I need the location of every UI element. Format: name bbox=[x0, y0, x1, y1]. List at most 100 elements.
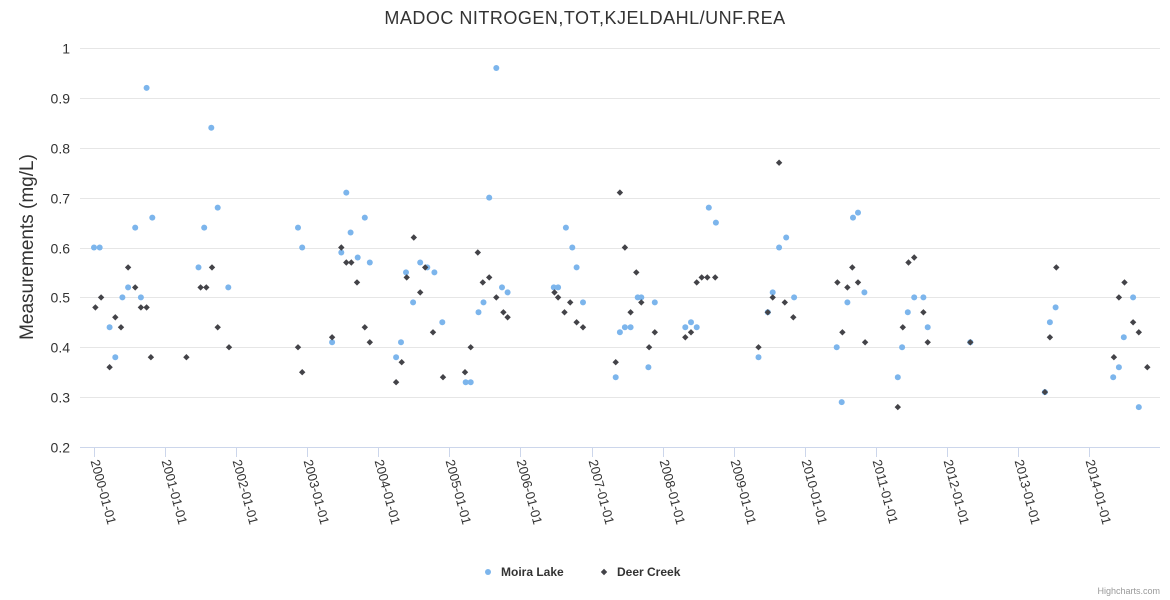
data-point[interactable] bbox=[791, 294, 798, 301]
data-point[interactable] bbox=[854, 279, 862, 286]
data-point[interactable] bbox=[687, 329, 695, 336]
data-point[interactable] bbox=[197, 284, 204, 291]
data-point[interactable] bbox=[1041, 388, 1049, 396]
data-point[interactable] bbox=[712, 274, 719, 281]
data-point[interactable] bbox=[461, 369, 469, 376]
data-point[interactable] bbox=[790, 314, 797, 321]
data-point[interactable] bbox=[920, 294, 927, 301]
data-point[interactable] bbox=[924, 324, 931, 331]
data-point[interactable] bbox=[143, 304, 150, 311]
data-point[interactable] bbox=[616, 189, 624, 196]
data-point[interactable] bbox=[439, 374, 447, 381]
data-point[interactable] bbox=[117, 324, 125, 331]
data-point[interactable] bbox=[775, 159, 783, 166]
data-point[interactable] bbox=[119, 294, 126, 301]
data-point[interactable] bbox=[410, 299, 417, 306]
data-point[interactable] bbox=[106, 324, 113, 331]
data-point[interactable] bbox=[562, 224, 569, 231]
data-point[interactable] bbox=[838, 399, 845, 406]
data-point[interactable] bbox=[833, 344, 840, 351]
data-point[interactable] bbox=[633, 269, 640, 276]
data-point[interactable] bbox=[295, 224, 301, 231]
data-point[interactable] bbox=[712, 219, 719, 226]
data-point[interactable] bbox=[393, 354, 400, 361]
data-point[interactable] bbox=[366, 259, 373, 266]
data-point[interactable] bbox=[688, 319, 694, 326]
data-point[interactable] bbox=[474, 249, 481, 256]
data-point[interactable] bbox=[208, 124, 215, 131]
data-point[interactable] bbox=[783, 234, 790, 241]
data-point[interactable] bbox=[849, 264, 856, 271]
data-point[interactable] bbox=[328, 334, 336, 341]
data-point[interactable] bbox=[861, 289, 868, 296]
data-point[interactable] bbox=[693, 279, 700, 286]
data-point[interactable] bbox=[776, 244, 783, 251]
data-point[interactable] bbox=[353, 279, 361, 286]
data-point[interactable] bbox=[911, 294, 918, 301]
data-point[interactable] bbox=[1130, 294, 1137, 301]
data-point[interactable] bbox=[911, 254, 918, 261]
data-point[interactable] bbox=[499, 284, 505, 291]
data-point[interactable] bbox=[1115, 364, 1122, 371]
data-point[interactable] bbox=[920, 309, 927, 316]
data-point[interactable] bbox=[92, 304, 99, 311]
data-point[interactable] bbox=[366, 339, 373, 346]
data-point[interactable] bbox=[1120, 334, 1127, 341]
data-point[interactable] bbox=[96, 244, 103, 251]
data-point[interactable] bbox=[569, 244, 576, 251]
data-point[interactable] bbox=[573, 319, 580, 326]
credits-link[interactable]: Highcharts.com bbox=[1097, 586, 1160, 596]
data-point[interactable] bbox=[225, 344, 233, 351]
data-point[interactable] bbox=[844, 299, 851, 306]
data-point[interactable] bbox=[203, 284, 210, 291]
data-point[interactable] bbox=[504, 314, 511, 321]
data-point[interactable] bbox=[403, 274, 410, 281]
data-point[interactable] bbox=[500, 309, 507, 316]
data-point[interactable] bbox=[967, 339, 974, 346]
data-point[interactable] bbox=[329, 339, 336, 346]
data-point[interactable] bbox=[1046, 334, 1054, 341]
data-point[interactable] bbox=[91, 244, 97, 251]
data-point[interactable] bbox=[638, 299, 645, 306]
data-point[interactable] bbox=[106, 364, 113, 371]
data-point[interactable] bbox=[627, 309, 634, 316]
data-point[interactable] bbox=[764, 309, 771, 316]
data-point[interactable] bbox=[551, 289, 558, 296]
data-point[interactable] bbox=[147, 354, 155, 361]
data-point[interactable] bbox=[705, 204, 712, 211]
data-point[interactable] bbox=[555, 284, 562, 291]
data-point[interactable] bbox=[125, 284, 132, 291]
data-point[interactable] bbox=[855, 209, 861, 216]
data-point[interactable] bbox=[467, 379, 474, 386]
data-point[interactable] bbox=[894, 403, 901, 411]
data-point[interactable] bbox=[621, 324, 628, 331]
data-point[interactable] bbox=[398, 339, 404, 346]
data-point[interactable] bbox=[143, 84, 150, 91]
data-point[interactable] bbox=[486, 194, 493, 201]
data-point[interactable] bbox=[899, 344, 906, 351]
data-point[interactable] bbox=[554, 294, 562, 301]
data-point[interactable] bbox=[894, 374, 901, 381]
data-point[interactable] bbox=[225, 284, 232, 291]
data-point[interactable] bbox=[183, 354, 190, 361]
data-point[interactable] bbox=[755, 354, 762, 361]
data-point[interactable] bbox=[682, 334, 689, 341]
data-point[interactable] bbox=[550, 284, 557, 291]
data-point[interactable] bbox=[417, 289, 424, 296]
data-point[interactable] bbox=[1135, 404, 1142, 411]
data-point[interactable] bbox=[392, 379, 400, 386]
data-point[interactable] bbox=[137, 304, 145, 311]
data-point[interactable] bbox=[1110, 354, 1118, 361]
data-point[interactable] bbox=[299, 244, 306, 251]
data-point[interactable] bbox=[354, 254, 361, 261]
data-point[interactable] bbox=[338, 244, 345, 251]
data-point[interactable] bbox=[347, 229, 354, 236]
legend-item-moira-lake[interactable]: Moira Lake bbox=[485, 565, 564, 579]
data-point[interactable] bbox=[149, 214, 156, 221]
data-point[interactable] bbox=[214, 324, 221, 331]
data-point[interactable] bbox=[861, 339, 869, 346]
data-point[interactable] bbox=[403, 269, 409, 276]
data-point[interactable] bbox=[361, 324, 368, 331]
data-point[interactable] bbox=[567, 299, 574, 306]
data-point[interactable] bbox=[839, 329, 846, 336]
